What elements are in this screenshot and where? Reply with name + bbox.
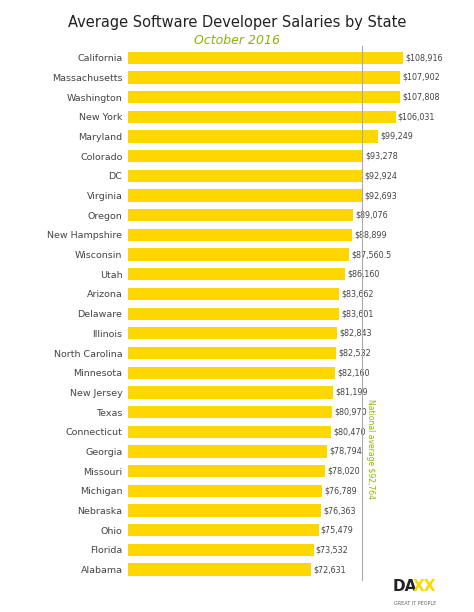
Bar [128,248,349,261]
Text: $92,693: $92,693 [364,191,397,200]
Text: National average $92,764: National average $92,764 [366,400,375,499]
Bar [128,485,322,497]
Text: $82,532: $82,532 [338,348,371,357]
Text: $81,199: $81,199 [335,388,368,397]
Bar [128,111,396,123]
Text: $78,020: $78,020 [327,467,360,476]
Text: GREAT IT PEOPLE: GREAT IT PEOPLE [394,601,436,606]
Bar [128,327,337,340]
Text: $87,560.5: $87,560.5 [351,250,392,259]
Bar [128,170,363,182]
Text: $88,899: $88,899 [355,230,387,239]
Text: DA: DA [393,578,417,594]
Text: $82,160: $82,160 [337,368,370,377]
Bar [128,386,333,398]
Bar [128,229,352,241]
Text: $78,794: $78,794 [329,447,362,456]
Bar [128,288,339,300]
Text: $75,479: $75,479 [321,526,354,535]
Bar [128,347,336,359]
Bar [128,209,353,222]
Text: $80,470: $80,470 [333,427,366,436]
Text: October 2016: October 2016 [194,34,280,47]
Bar [128,406,332,418]
Text: $92,924: $92,924 [365,171,398,181]
Bar [128,71,401,83]
Text: $82,843: $82,843 [339,329,372,338]
Bar [128,446,327,458]
Text: XX: XX [412,578,436,594]
Bar [128,465,325,477]
Text: $76,363: $76,363 [323,506,356,515]
Bar [128,308,339,319]
Bar [128,190,362,201]
Text: $99,249: $99,249 [381,132,414,141]
Bar [128,51,403,64]
Bar [128,544,314,556]
Text: $107,902: $107,902 [402,73,440,82]
Text: $86,160: $86,160 [347,270,380,279]
Text: Average Software Developer Salaries by State: Average Software Developer Salaries by S… [68,15,406,31]
Bar [128,564,311,576]
Bar [128,367,336,379]
Text: $72,631: $72,631 [313,565,346,574]
Text: $83,601: $83,601 [341,309,374,318]
Bar [128,130,379,143]
Text: $108,916: $108,916 [405,53,443,62]
Bar [128,91,400,103]
Bar [128,150,364,162]
Text: $107,808: $107,808 [402,92,440,102]
Bar [128,524,319,536]
Bar [128,268,346,280]
Bar [128,504,321,517]
Text: $76,789: $76,789 [324,487,357,495]
Bar [128,426,331,438]
Text: $83,662: $83,662 [341,289,374,299]
Text: $106,031: $106,031 [398,112,435,121]
Text: $89,076: $89,076 [355,211,388,220]
Text: $80,970: $80,970 [335,408,367,417]
Text: $93,278: $93,278 [365,152,398,161]
Text: $73,532: $73,532 [316,545,348,554]
